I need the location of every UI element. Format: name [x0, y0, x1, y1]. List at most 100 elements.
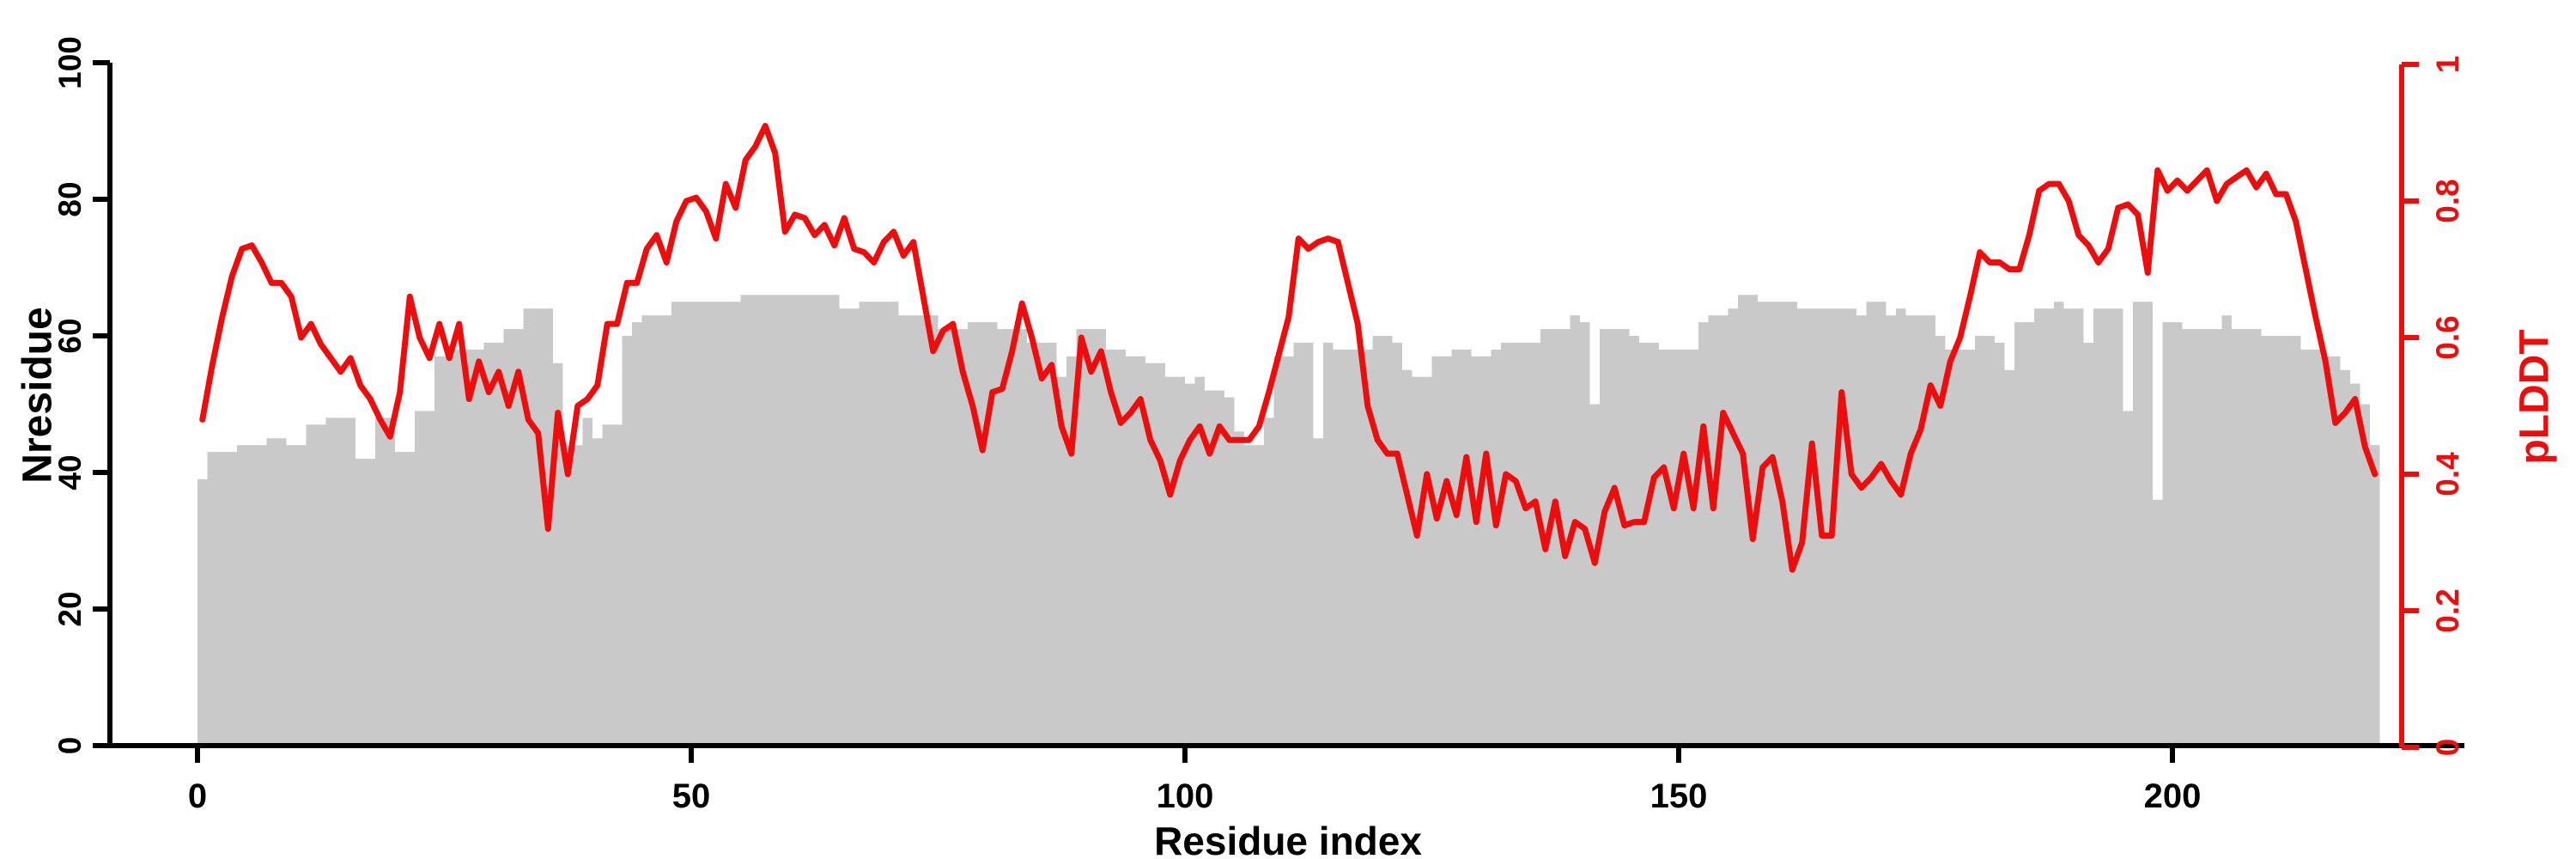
bar — [1945, 349, 1955, 746]
bar — [622, 336, 632, 746]
y-right-tick-label: 0.8 — [2430, 179, 2465, 222]
y-axis-right-title: pLDDT — [2512, 329, 2558, 465]
bar — [296, 445, 307, 746]
bar — [701, 302, 711, 746]
bar — [1086, 329, 1097, 746]
bar — [2054, 302, 2064, 746]
bar — [681, 302, 691, 746]
bar — [1343, 349, 1353, 746]
bar — [2281, 336, 2291, 746]
bar — [1698, 322, 1709, 746]
bar — [948, 329, 958, 746]
bar — [444, 356, 454, 746]
bar — [2340, 369, 2350, 746]
bar — [385, 417, 395, 746]
bar — [671, 302, 682, 746]
bar — [1708, 315, 1718, 746]
bar — [483, 342, 494, 746]
bar — [207, 452, 217, 746]
bar — [1995, 342, 2005, 746]
bar — [1047, 342, 1057, 746]
bar — [2311, 349, 2321, 746]
bar — [810, 295, 820, 746]
bar — [987, 322, 998, 746]
bar — [355, 459, 366, 746]
bar — [1975, 336, 1985, 746]
bar — [849, 308, 860, 746]
bar — [632, 322, 642, 746]
bar — [1896, 308, 1906, 746]
bar — [2232, 329, 2242, 746]
bar — [1155, 362, 1165, 746]
bar — [1965, 349, 1975, 746]
bar — [1629, 336, 1639, 746]
bar — [1431, 356, 1442, 746]
bar — [404, 452, 415, 746]
bar — [1115, 349, 1126, 746]
bar — [2300, 349, 2311, 746]
bar — [2014, 322, 2025, 746]
bar — [573, 445, 583, 746]
bar — [641, 315, 652, 746]
bar — [1234, 431, 1244, 746]
bar — [2370, 445, 2380, 746]
bar — [424, 411, 434, 746]
bar — [1560, 329, 1571, 746]
bar — [1925, 315, 1935, 746]
bar — [1530, 342, 1540, 746]
bar — [918, 315, 928, 746]
x-tick-label: 100 — [1157, 777, 1214, 815]
bar — [1076, 329, 1086, 746]
bar — [1323, 342, 1334, 746]
bar — [740, 295, 750, 746]
bar — [1668, 349, 1679, 746]
bar — [1807, 308, 1817, 746]
bar — [286, 445, 296, 746]
bar — [1382, 336, 1393, 746]
bar — [2192, 329, 2202, 746]
bar — [1955, 349, 1965, 746]
bar — [2093, 308, 2104, 746]
bar — [454, 349, 465, 746]
bar — [1027, 342, 1037, 746]
bar — [1412, 376, 1422, 746]
bar — [799, 295, 810, 746]
bar — [494, 342, 504, 746]
bar — [464, 349, 474, 746]
y-axis-left — [93, 60, 112, 748]
bar — [750, 295, 761, 746]
x-tick-label: 200 — [2144, 777, 2202, 815]
bar — [1589, 404, 1600, 746]
nresidue-bars — [197, 295, 2380, 746]
bar — [2083, 342, 2093, 746]
bar — [1916, 315, 1926, 746]
bar — [1619, 329, 1630, 746]
bar — [197, 478, 208, 746]
bar — [1837, 308, 1847, 746]
bar — [1363, 349, 1373, 746]
bar — [1550, 329, 1560, 746]
bar — [1224, 397, 1235, 746]
bar — [2291, 336, 2301, 746]
bar — [562, 445, 573, 746]
bar — [612, 424, 623, 746]
x-tick-label: 50 — [672, 777, 711, 815]
bar — [2162, 322, 2172, 746]
bar — [523, 308, 533, 746]
bar — [859, 302, 869, 746]
bar — [928, 315, 939, 746]
bar — [2142, 302, 2153, 746]
bar — [1096, 329, 1106, 746]
bar — [977, 322, 987, 746]
bar — [711, 302, 721, 746]
bar — [2350, 383, 2360, 746]
bar — [1205, 390, 1215, 746]
bar — [1007, 329, 1018, 746]
bar — [1194, 376, 1205, 746]
bar — [1609, 329, 1619, 746]
bar — [2261, 336, 2271, 746]
bar — [257, 445, 267, 746]
bar — [1491, 349, 1501, 746]
bar — [1165, 376, 1176, 746]
